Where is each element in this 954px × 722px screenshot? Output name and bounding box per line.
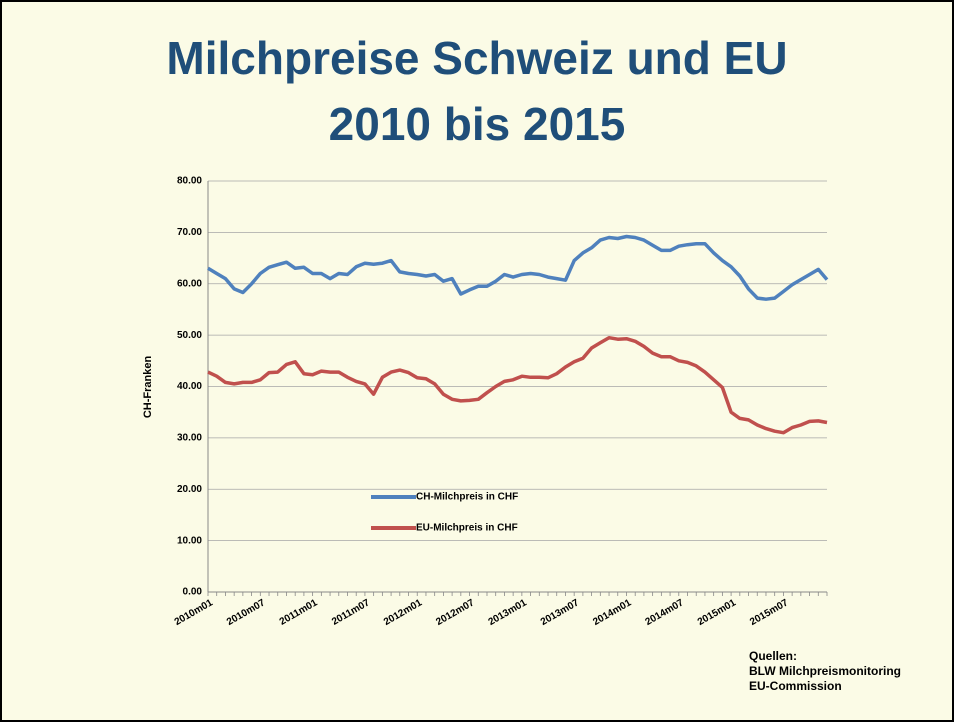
y-tick-label: 10.00 [177, 535, 202, 546]
data-line [207, 234, 829, 301]
data-line [207, 335, 828, 435]
y-tick-label: 0.00 [183, 587, 203, 598]
y-tick-label: 60.00 [177, 278, 202, 289]
legend-label: EU-Milchpreis in CHF [416, 523, 518, 534]
source-text: BLW Milchpreismonitoring [749, 664, 901, 678]
y-axis-label: CH-Franken [142, 356, 154, 419]
y-tick-label: 20.00 [177, 484, 202, 495]
y-tick-label: 80.00 [177, 176, 202, 187]
legend-label: CH-Milchpreis in CHF [416, 492, 518, 503]
source-text: EU-Commission [749, 679, 842, 693]
y-tick-label: 40.00 [177, 381, 202, 392]
y-tick-label: 30.00 [177, 433, 202, 444]
y-tick-label: 70.00 [177, 227, 202, 238]
chart-subtitle: 2010 bis 2015 [329, 98, 626, 150]
chart-title: Milchpreise Schweiz und EU [166, 32, 787, 84]
y-tick-label: 50.00 [177, 330, 202, 341]
source-text: Quellen: [749, 649, 797, 663]
